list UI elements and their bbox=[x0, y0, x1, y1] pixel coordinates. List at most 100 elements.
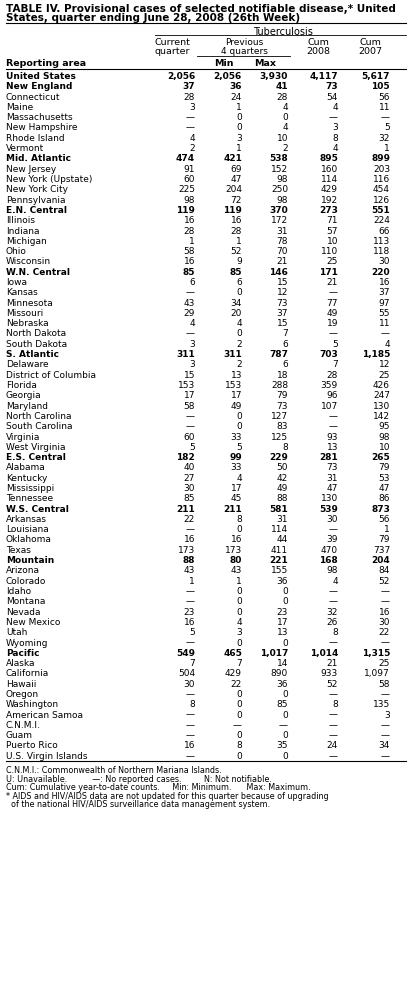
Text: E.N. Central: E.N. Central bbox=[6, 206, 67, 215]
Text: New Jersey: New Jersey bbox=[6, 165, 56, 174]
Text: 1,097: 1,097 bbox=[363, 669, 389, 678]
Text: 14: 14 bbox=[276, 658, 287, 667]
Text: 127: 127 bbox=[270, 412, 287, 420]
Text: —: — bbox=[186, 586, 195, 595]
Text: —: — bbox=[328, 421, 337, 430]
Text: 55: 55 bbox=[378, 308, 389, 317]
Text: —: — bbox=[328, 731, 337, 740]
Text: New Mexico: New Mexico bbox=[6, 617, 60, 626]
Text: 45: 45 bbox=[230, 494, 241, 503]
Text: Kansas: Kansas bbox=[6, 288, 38, 297]
Text: 72: 72 bbox=[230, 196, 241, 205]
Text: 370: 370 bbox=[269, 206, 287, 215]
Text: 32: 32 bbox=[378, 133, 389, 143]
Text: 787: 787 bbox=[268, 350, 287, 359]
Text: —: — bbox=[328, 721, 337, 730]
Text: 93: 93 bbox=[326, 432, 337, 441]
Text: 899: 899 bbox=[370, 154, 389, 163]
Text: 8: 8 bbox=[236, 514, 241, 524]
Text: 73: 73 bbox=[326, 463, 337, 472]
Text: 49: 49 bbox=[276, 483, 287, 492]
Text: 16: 16 bbox=[378, 277, 389, 286]
Text: 0: 0 bbox=[236, 412, 241, 420]
Text: Max: Max bbox=[254, 59, 275, 68]
Text: 56: 56 bbox=[378, 514, 389, 524]
Text: 3: 3 bbox=[236, 627, 241, 636]
Text: 273: 273 bbox=[318, 206, 337, 215]
Text: 8: 8 bbox=[331, 133, 337, 143]
Text: 0: 0 bbox=[281, 586, 287, 595]
Text: —: — bbox=[328, 412, 337, 420]
Text: —: — bbox=[186, 288, 195, 297]
Text: New York (Upstate): New York (Upstate) bbox=[6, 175, 92, 184]
Text: —: — bbox=[328, 288, 337, 297]
Text: 5: 5 bbox=[383, 123, 389, 132]
Text: 737: 737 bbox=[372, 546, 389, 555]
Text: 36: 36 bbox=[229, 83, 241, 91]
Text: 0: 0 bbox=[236, 596, 241, 605]
Text: 0: 0 bbox=[236, 731, 241, 740]
Text: 4: 4 bbox=[282, 102, 287, 111]
Text: 28: 28 bbox=[183, 92, 195, 101]
Text: 6: 6 bbox=[281, 340, 287, 349]
Text: 20: 20 bbox=[230, 308, 241, 317]
Text: California: California bbox=[6, 669, 49, 678]
Text: 0: 0 bbox=[236, 329, 241, 338]
Text: W.N. Central: W.N. Central bbox=[6, 267, 70, 276]
Text: 538: 538 bbox=[269, 154, 287, 163]
Text: 8: 8 bbox=[281, 442, 287, 451]
Text: Nevada: Nevada bbox=[6, 607, 40, 616]
Text: 49: 49 bbox=[230, 402, 241, 411]
Text: 57: 57 bbox=[326, 227, 337, 236]
Text: 37: 37 bbox=[276, 308, 287, 317]
Text: 98: 98 bbox=[276, 196, 287, 205]
Text: 173: 173 bbox=[178, 546, 195, 555]
Text: South Carolina: South Carolina bbox=[6, 421, 72, 430]
Text: 22: 22 bbox=[378, 627, 389, 636]
Text: 22: 22 bbox=[230, 679, 241, 688]
Text: 5: 5 bbox=[236, 442, 241, 451]
Text: 0: 0 bbox=[236, 421, 241, 430]
Text: 28: 28 bbox=[183, 227, 195, 236]
Text: 83: 83 bbox=[276, 421, 287, 430]
Text: 703: 703 bbox=[319, 350, 337, 359]
Text: —: — bbox=[186, 113, 195, 122]
Text: U.S. Virgin Islands: U.S. Virgin Islands bbox=[6, 751, 87, 760]
Text: 0: 0 bbox=[236, 123, 241, 132]
Text: 470: 470 bbox=[320, 546, 337, 555]
Text: U: Unavailable.          —: No reported cases.         N: Not notifiable.: U: Unavailable. —: No reported cases. N:… bbox=[6, 773, 271, 783]
Text: 43: 43 bbox=[230, 566, 241, 575]
Text: 119: 119 bbox=[222, 206, 241, 215]
Text: 15: 15 bbox=[183, 371, 195, 380]
Text: 15: 15 bbox=[276, 319, 287, 328]
Text: 135: 135 bbox=[372, 700, 389, 709]
Text: quarter: quarter bbox=[154, 47, 189, 56]
Text: 114: 114 bbox=[320, 175, 337, 184]
Text: 4: 4 bbox=[236, 319, 241, 328]
Text: 125: 125 bbox=[270, 432, 287, 441]
Text: 7: 7 bbox=[281, 329, 287, 338]
Text: 49: 49 bbox=[326, 308, 337, 317]
Text: 581: 581 bbox=[269, 504, 287, 513]
Text: 21: 21 bbox=[326, 658, 337, 667]
Text: Pacific: Pacific bbox=[6, 648, 39, 657]
Text: 890: 890 bbox=[270, 669, 287, 678]
Text: 33: 33 bbox=[230, 463, 241, 472]
Text: —: — bbox=[380, 721, 389, 730]
Text: 0: 0 bbox=[236, 525, 241, 534]
Text: New Hampshire: New Hampshire bbox=[6, 123, 77, 132]
Text: 1: 1 bbox=[236, 237, 241, 246]
Text: 146: 146 bbox=[268, 267, 287, 276]
Text: 16: 16 bbox=[183, 617, 195, 626]
Text: 204: 204 bbox=[225, 185, 241, 194]
Text: 88: 88 bbox=[182, 556, 195, 565]
Text: 35: 35 bbox=[276, 741, 287, 749]
Text: 0: 0 bbox=[236, 288, 241, 297]
Text: —: — bbox=[380, 731, 389, 740]
Text: 549: 549 bbox=[175, 648, 195, 657]
Text: 52: 52 bbox=[230, 247, 241, 255]
Text: 42: 42 bbox=[276, 473, 287, 482]
Text: 32: 32 bbox=[326, 607, 337, 616]
Text: —: — bbox=[328, 638, 337, 647]
Text: 3,930: 3,930 bbox=[259, 72, 287, 81]
